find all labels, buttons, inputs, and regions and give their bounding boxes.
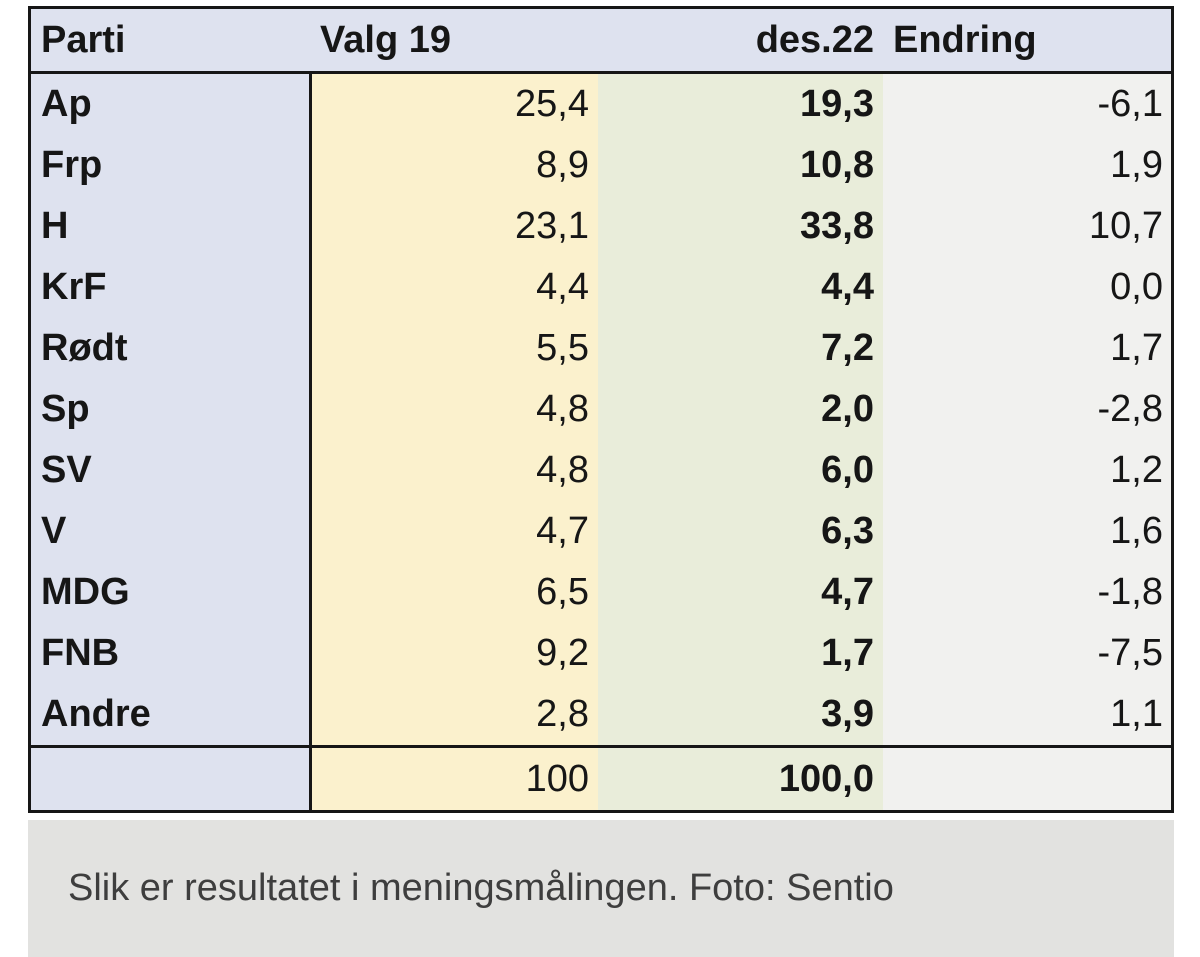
table-row-frp: Frp 8,9 10,8 1,9 [31, 135, 1171, 196]
column-header-valg19: Valg 19 [320, 18, 451, 61]
endring-value-cell: 1,7 [883, 318, 1171, 379]
valg19-value-cell: 9,2 [312, 623, 598, 684]
table-row-rodt: Rødt 5,5 7,2 1,7 [31, 318, 1171, 379]
party-name-cell: SV [31, 440, 312, 501]
des22-value-cell: 10,8 [598, 135, 883, 196]
total-empty-cell [31, 748, 312, 810]
party-name-cell: Andre [31, 684, 312, 745]
des22-value-cell: 4,4 [598, 257, 883, 318]
endring-value-cell: 1,9 [883, 135, 1171, 196]
column-header-des22: des.22 [755, 18, 874, 61]
des22-value-cell: 1,7 [598, 623, 883, 684]
valg19-value-cell: 4,4 [312, 257, 598, 318]
photo-caption-text: Slik er resultatet i meningsmålingen. Fo… [68, 867, 894, 909]
des22-value-cell: 4,7 [598, 562, 883, 623]
table-row-sv: SV 4,8 6,0 1,2 [31, 440, 1171, 501]
column-header-endring: Endring [893, 18, 1037, 61]
des22-value-cell: 33,8 [598, 196, 883, 257]
des22-value-cell: 6,0 [598, 440, 883, 501]
valg19-value-cell: 23,1 [312, 196, 598, 257]
table-row-h: H 23,1 33,8 10,7 [31, 196, 1171, 257]
party-name-cell: Rødt [31, 318, 312, 379]
endring-value-cell: -2,8 [883, 379, 1171, 440]
des22-value-cell: 3,9 [598, 684, 883, 745]
endring-value-cell: -1,8 [883, 562, 1171, 623]
party-name-cell: H [31, 196, 312, 257]
valg19-value-cell: 4,7 [312, 501, 598, 562]
des22-value-cell: 19,3 [598, 74, 883, 135]
table-header-row: Parti Valg 19 des.22 Endring [31, 9, 1171, 74]
party-name-cell: Frp [31, 135, 312, 196]
endring-value-cell: 1,2 [883, 440, 1171, 501]
party-name-cell: FNB [31, 623, 312, 684]
poll-results-table: Parti Valg 19 des.22 Endring Ap 25,4 19,… [28, 6, 1174, 813]
table-row-andre: Andre 2,8 3,9 1,1 [31, 684, 1171, 745]
party-name-cell: KrF [31, 257, 312, 318]
total-endring-cell [883, 748, 1171, 810]
total-des22-cell: 100,0 [598, 748, 883, 810]
valg19-value-cell: 6,5 [312, 562, 598, 623]
des22-value-cell: 6,3 [598, 501, 883, 562]
table-row-sp: Sp 4,8 2,0 -2,8 [31, 379, 1171, 440]
valg19-value-cell: 2,8 [312, 684, 598, 745]
table-row-v: V 4,7 6,3 1,6 [31, 501, 1171, 562]
endring-value-cell: 1,6 [883, 501, 1171, 562]
table-row-mdg: MDG 6,5 4,7 -1,8 [31, 562, 1171, 623]
party-name-cell: Ap [31, 74, 312, 135]
total-valg19-cell: 100 [312, 748, 598, 810]
des22-value-cell: 2,0 [598, 379, 883, 440]
table-total-row: 100 100,0 [31, 745, 1171, 810]
endring-value-cell: -7,5 [883, 623, 1171, 684]
photo-caption-band: Slik er resultatet i meningsmålingen. Fo… [28, 820, 1174, 957]
party-name-cell: MDG [31, 562, 312, 623]
valg19-value-cell: 4,8 [312, 440, 598, 501]
endring-value-cell: 1,1 [883, 684, 1171, 745]
valg19-value-cell: 4,8 [312, 379, 598, 440]
table-row-fnb: FNB 9,2 1,7 -7,5 [31, 623, 1171, 684]
party-name-cell: Sp [31, 379, 312, 440]
endring-value-cell: 10,7 [883, 196, 1171, 257]
column-header-parti: Parti [41, 18, 126, 61]
valg19-value-cell: 8,9 [312, 135, 598, 196]
endring-value-cell: -6,1 [883, 74, 1171, 135]
valg19-value-cell: 25,4 [312, 74, 598, 135]
table-row-krf: KrF 4,4 4,4 0,0 [31, 257, 1171, 318]
des22-value-cell: 7,2 [598, 318, 883, 379]
valg19-value-cell: 5,5 [312, 318, 598, 379]
party-name-cell: V [31, 501, 312, 562]
endring-value-cell: 0,0 [883, 257, 1171, 318]
table-row-ap: Ap 25,4 19,3 -6,1 [31, 74, 1171, 135]
